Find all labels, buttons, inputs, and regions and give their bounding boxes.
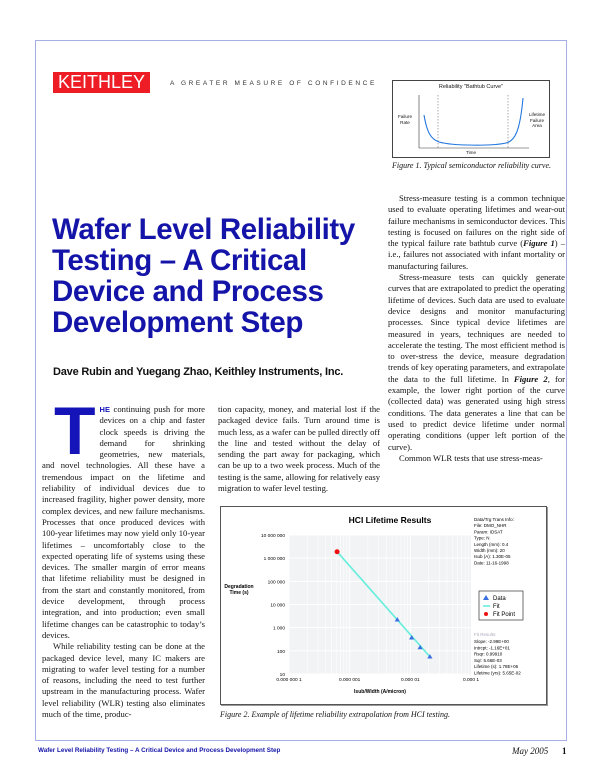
- figure-1-caption: Figure 1. Typical semiconductor reliabil…: [392, 161, 551, 170]
- fit-result-line: Lifetime (yrs): 5.65E-02: [474, 671, 521, 676]
- paragraph: Stress-measure tests can quickly generat…: [388, 272, 565, 453]
- figure-2-caption: Figure 2. Example of lifetime reliabilit…: [220, 710, 450, 719]
- fit-line: [336, 551, 431, 658]
- x-tick-label: 0.000 001: [339, 677, 361, 683]
- info-line: File: DMO_NHR: [474, 523, 507, 528]
- y-tick-label: 100 000: [268, 579, 286, 585]
- legend-data-label: Data: [493, 596, 506, 602]
- info-line: Date: 11-16-1998: [474, 560, 509, 565]
- info-line: Data/Trg Trans Info:: [474, 517, 514, 522]
- fit-result-line: Rsqr: 0.99910: [474, 652, 503, 657]
- page-number: 1: [562, 746, 567, 756]
- data-point: [417, 644, 423, 650]
- y-tick-label: 1 000 000: [264, 556, 286, 562]
- paragraph: Stress-measure testing is a common techn…: [388, 193, 565, 272]
- text: Stress-measure tests can quickly generat…: [388, 272, 565, 384]
- column-3: Stress-measure testing is a common techn…: [388, 193, 565, 464]
- bathtub-curve-graphic: [418, 95, 529, 149]
- right-label: Lifetime Failure Area: [528, 112, 546, 128]
- info-line: Width (mm): 20: [474, 548, 505, 553]
- info-line: Type: N: [474, 536, 490, 541]
- fit-point: [334, 549, 340, 555]
- footer-date: May 2005: [512, 746, 549, 756]
- figure-ref: Figure 1: [523, 238, 555, 249]
- y-tick-label: 100: [277, 649, 285, 655]
- page-border: [35, 40, 567, 741]
- hci-lifetime-chart: HCI Lifetime Results 10 100 1 000 10 000 100 …: [224, 515, 524, 695]
- paragraph-text: continuing push for more devices on a ch…: [42, 404, 205, 640]
- legend-fit-point-label: Fit Point: [493, 612, 515, 618]
- lead-in: HE: [99, 405, 110, 414]
- figure-1-title: Reliability "Bathtub Curve": [438, 84, 504, 90]
- drop-cap: T: [54, 393, 96, 469]
- x-tick-label: 0.000 000 1: [276, 677, 302, 683]
- figure-2-hci-chart: HCI Lifetime Results 10 100 1 000 10 000 100 …: [220, 506, 547, 705]
- text: ) – i.e., failures not associated with i…: [388, 238, 565, 271]
- paragraph: tion capacity, money, and material lost …: [218, 404, 380, 494]
- info-line: Length (mm): 0.4: [474, 542, 509, 547]
- article-title: Wafer Level Reliability Testing – A Crit…: [52, 213, 355, 339]
- paragraph: Common WLR tests that use stress-meas-: [399, 452, 543, 463]
- y-tick-label: 10 000: [270, 603, 285, 609]
- y-tick-label: 10: [280, 672, 286, 678]
- y-axis-label: Degradation: [224, 584, 253, 590]
- column-1: T HE continuing push for more devices on …: [42, 393, 205, 720]
- chart-title: HCI Lifetime Results: [349, 515, 432, 525]
- fit-result-line: Lifetime (s): 1.78E+06: [474, 664, 519, 669]
- x-axis-label: Time: [465, 150, 477, 155]
- y-axis-label: Failure Rate: [397, 114, 413, 125]
- column-2: tion capacity, money, and material lost …: [218, 404, 380, 494]
- fit-result-line: Sqr: 5.66E-03: [474, 658, 502, 663]
- legend-fit-point-marker: [484, 612, 488, 616]
- data-point: [427, 654, 433, 659]
- figure-1-bathtub-curve: Reliability "Bathtub Curve" Failure Rate…: [392, 80, 550, 158]
- x-tick-label: 0.000 1: [463, 677, 479, 683]
- fit-result-line: Slope: -2.99E+00: [474, 639, 509, 644]
- footer-title: Wafer Level Reliability Testing – A Crit…: [38, 747, 281, 754]
- y-tick-label: 10 000 000: [261, 533, 285, 539]
- info-line: Isub (A): 1.30E-05: [474, 554, 511, 559]
- figure-ref: Figure 2: [513, 373, 548, 384]
- legend-data-marker: [483, 595, 489, 600]
- text: , for example, the lower right portion o…: [388, 373, 565, 452]
- keithley-logo: KEITHLEY: [53, 72, 150, 93]
- fit-result-line: Intrcpt: -1.16E+01: [474, 645, 510, 650]
- paragraph: While reliability testing can be done at…: [42, 641, 205, 720]
- author-line: Dave Rubin and Yuegang Zhao, Keithley In…: [53, 366, 344, 378]
- text: Stress-measure testing is a common techn…: [388, 193, 565, 249]
- legend-fit-label: Fit: [493, 604, 500, 610]
- y-axis-label: Time (s): [229, 590, 248, 596]
- tagline: A GREATER MEASURE OF CONFIDENCE: [170, 80, 377, 87]
- data-point: [409, 635, 415, 640]
- x-tick-label: 0.000 01: [401, 677, 420, 683]
- info-line: Param: IDSAT: [474, 529, 503, 534]
- fit-results-header: Fit Results:: [474, 632, 497, 637]
- data-point: [394, 617, 400, 622]
- y-tick-label: 1 000: [273, 626, 285, 632]
- paragraph: T HE continuing push for more devices on …: [42, 393, 205, 641]
- x-axis-label: Isub/Width (A/micron): [354, 689, 406, 695]
